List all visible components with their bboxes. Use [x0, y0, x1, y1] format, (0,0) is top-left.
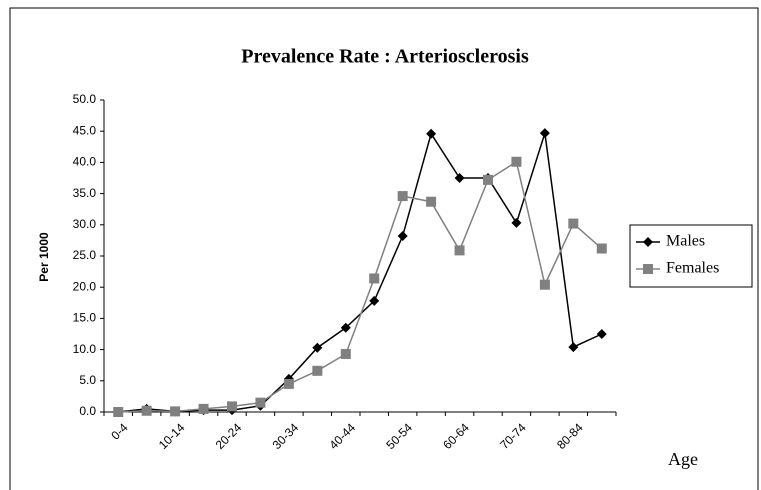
data-point — [397, 191, 408, 202]
y-tick-label: 5.0 — [79, 373, 96, 387]
legend-marker — [643, 237, 653, 247]
y-tick-label: 0.0 — [79, 404, 96, 418]
data-point — [596, 329, 607, 339]
data-point — [369, 295, 380, 306]
data-point — [568, 342, 579, 353]
data-point — [454, 173, 465, 183]
chart-title: Prevalence Rate : Arteriosclerosis — [241, 46, 529, 68]
y-tick-label: 40.0 — [73, 155, 97, 169]
y-tick-label: 15.0 — [73, 311, 97, 325]
data-point — [227, 401, 237, 412]
legend-label: Males — [666, 233, 705, 250]
legend-marker — [643, 264, 653, 274]
data-point — [454, 245, 465, 256]
data-point — [483, 174, 493, 185]
data-point — [312, 365, 323, 376]
data-point — [596, 243, 607, 254]
data-point — [511, 217, 522, 228]
data-point — [113, 407, 124, 417]
x-axis-label: Age — [668, 449, 698, 469]
y-tick-label: 50.0 — [73, 92, 97, 106]
data-point — [170, 406, 181, 417]
data-point — [568, 218, 579, 229]
y-tick-label: 10.0 — [73, 342, 97, 356]
data-point — [141, 405, 152, 416]
y-tick-label: 20.0 — [73, 279, 97, 293]
data-point — [511, 156, 522, 167]
data-point — [426, 128, 437, 139]
legend-box — [629, 224, 753, 288]
data-point — [283, 378, 294, 389]
data-point — [198, 403, 209, 414]
data-point — [539, 128, 550, 139]
data-point — [539, 279, 550, 290]
data-point — [426, 196, 437, 207]
data-point — [312, 342, 323, 353]
y-tick-label: 30.0 — [73, 217, 97, 231]
y-tick-label: 25.0 — [73, 248, 97, 262]
data-point — [255, 397, 266, 408]
y-tick-label: 45.0 — [73, 123, 97, 137]
data-point — [397, 231, 408, 242]
data-point — [340, 348, 351, 359]
y-axis-label: Per 1000 — [37, 232, 51, 282]
data-point — [340, 322, 351, 333]
legend-label: Females — [666, 260, 719, 277]
data-point — [369, 273, 380, 284]
y-tick-label: 35.0 — [73, 186, 97, 200]
